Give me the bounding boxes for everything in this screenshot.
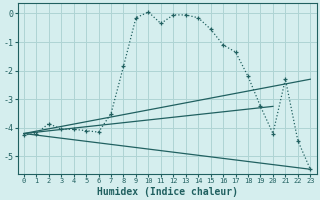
X-axis label: Humidex (Indice chaleur): Humidex (Indice chaleur): [97, 186, 237, 197]
